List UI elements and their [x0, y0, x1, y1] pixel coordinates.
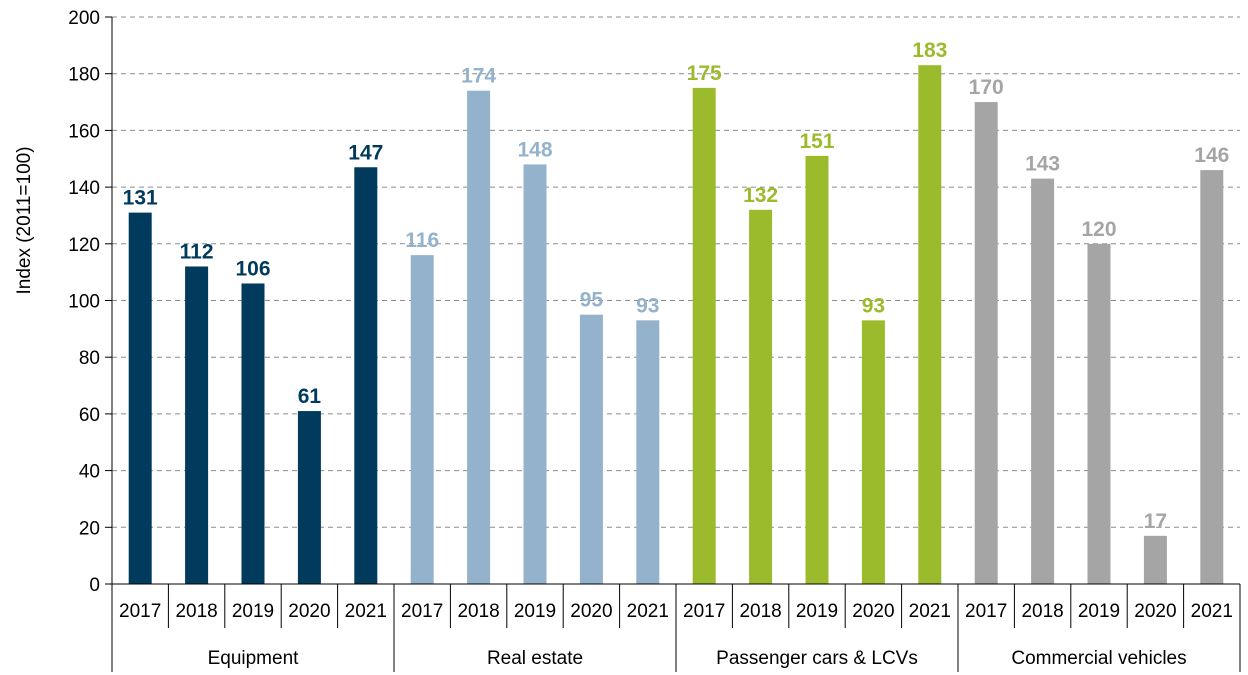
x-tick-label: 2018	[739, 601, 781, 622]
data-label: 17	[1144, 510, 1167, 533]
bar	[1144, 536, 1167, 584]
data-label: 61	[298, 385, 322, 408]
labels: 131 2017 112 2018 106 2019 61 2020 147 2021 Equipm…	[119, 39, 1233, 669]
bar	[354, 167, 377, 584]
y-tick-label: 180	[68, 65, 100, 86]
x-tick-label: 2020	[852, 601, 894, 622]
group-label: Passenger cars & LCVs	[716, 648, 918, 669]
data-label: 143	[1025, 153, 1060, 176]
bar	[975, 102, 998, 584]
data-label: 106	[235, 257, 270, 280]
group-label: Equipment	[208, 648, 300, 669]
group-label: Real estate	[487, 648, 583, 669]
data-label: 120	[1081, 218, 1116, 241]
data-label: 95	[580, 289, 604, 312]
bar	[1031, 179, 1054, 584]
y-tick-label: 200	[68, 8, 100, 29]
x-tick-label: 2017	[965, 601, 1007, 622]
x-tick-label: 2018	[457, 601, 499, 622]
data-label: 183	[912, 39, 947, 62]
bar	[1200, 170, 1223, 584]
x-tick-label: 2020	[1134, 601, 1176, 622]
y-tick-label: 120	[68, 235, 100, 256]
x-tick-label: 2021	[627, 601, 669, 622]
x-tick-label: 2019	[1078, 601, 1120, 622]
x-tick-label: 2021	[1191, 601, 1233, 622]
bar	[467, 91, 490, 584]
data-label: 146	[1194, 144, 1229, 167]
x-tick-label: 2020	[570, 601, 612, 622]
data-label: 170	[969, 76, 1004, 99]
y-tick-label: 0	[89, 575, 100, 596]
y-tick-label: 20	[79, 518, 100, 539]
data-label: 148	[517, 138, 552, 161]
x-tick-label: 2017	[401, 601, 443, 622]
gridlines	[112, 17, 1240, 527]
data-label: 131	[123, 187, 158, 210]
bar	[411, 255, 434, 584]
data-label: 151	[799, 130, 834, 153]
x-tick-label: 2017	[119, 601, 161, 622]
x-tick-label: 2018	[1021, 601, 1063, 622]
data-label: 116	[405, 229, 439, 252]
data-label: 132	[743, 184, 778, 207]
y-tick-label: 80	[79, 348, 100, 369]
bar	[862, 320, 885, 584]
bar	[636, 320, 659, 584]
x-tick-label: 2020	[288, 601, 330, 622]
data-label: 175	[687, 62, 722, 85]
bar	[524, 164, 547, 584]
data-label: 93	[862, 294, 885, 317]
x-tick-label: 2019	[232, 601, 274, 622]
x-tick-label: 2017	[683, 601, 725, 622]
bar	[1088, 244, 1111, 584]
y-axis-title: Index (2011=100)	[14, 146, 35, 294]
bar	[806, 156, 829, 584]
bar	[185, 266, 208, 584]
data-label: 174	[461, 65, 496, 88]
data-label: 147	[348, 141, 383, 164]
bar	[918, 65, 941, 584]
y-tick-label: 160	[68, 121, 100, 142]
y-tick-label: 60	[79, 405, 100, 426]
bar	[749, 210, 772, 584]
x-tick-label: 2019	[796, 601, 838, 622]
y-tick-label: 140	[68, 178, 100, 199]
bar	[580, 315, 603, 584]
x-tick-label: 2021	[909, 601, 951, 622]
bar	[298, 411, 321, 584]
data-label: 112	[180, 240, 214, 263]
group-label: Commercial vehicles	[1011, 648, 1186, 669]
x-tick-label: 2021	[345, 601, 387, 622]
y-tick-label: 100	[68, 292, 100, 313]
data-label: 93	[636, 294, 659, 317]
x-tick-label: 2018	[175, 601, 217, 622]
bar	[242, 283, 265, 584]
bar	[129, 213, 152, 584]
x-tick-label: 2019	[514, 601, 556, 622]
bars	[129, 65, 1224, 584]
bar	[693, 88, 716, 584]
y-tick-label: 40	[79, 462, 100, 483]
